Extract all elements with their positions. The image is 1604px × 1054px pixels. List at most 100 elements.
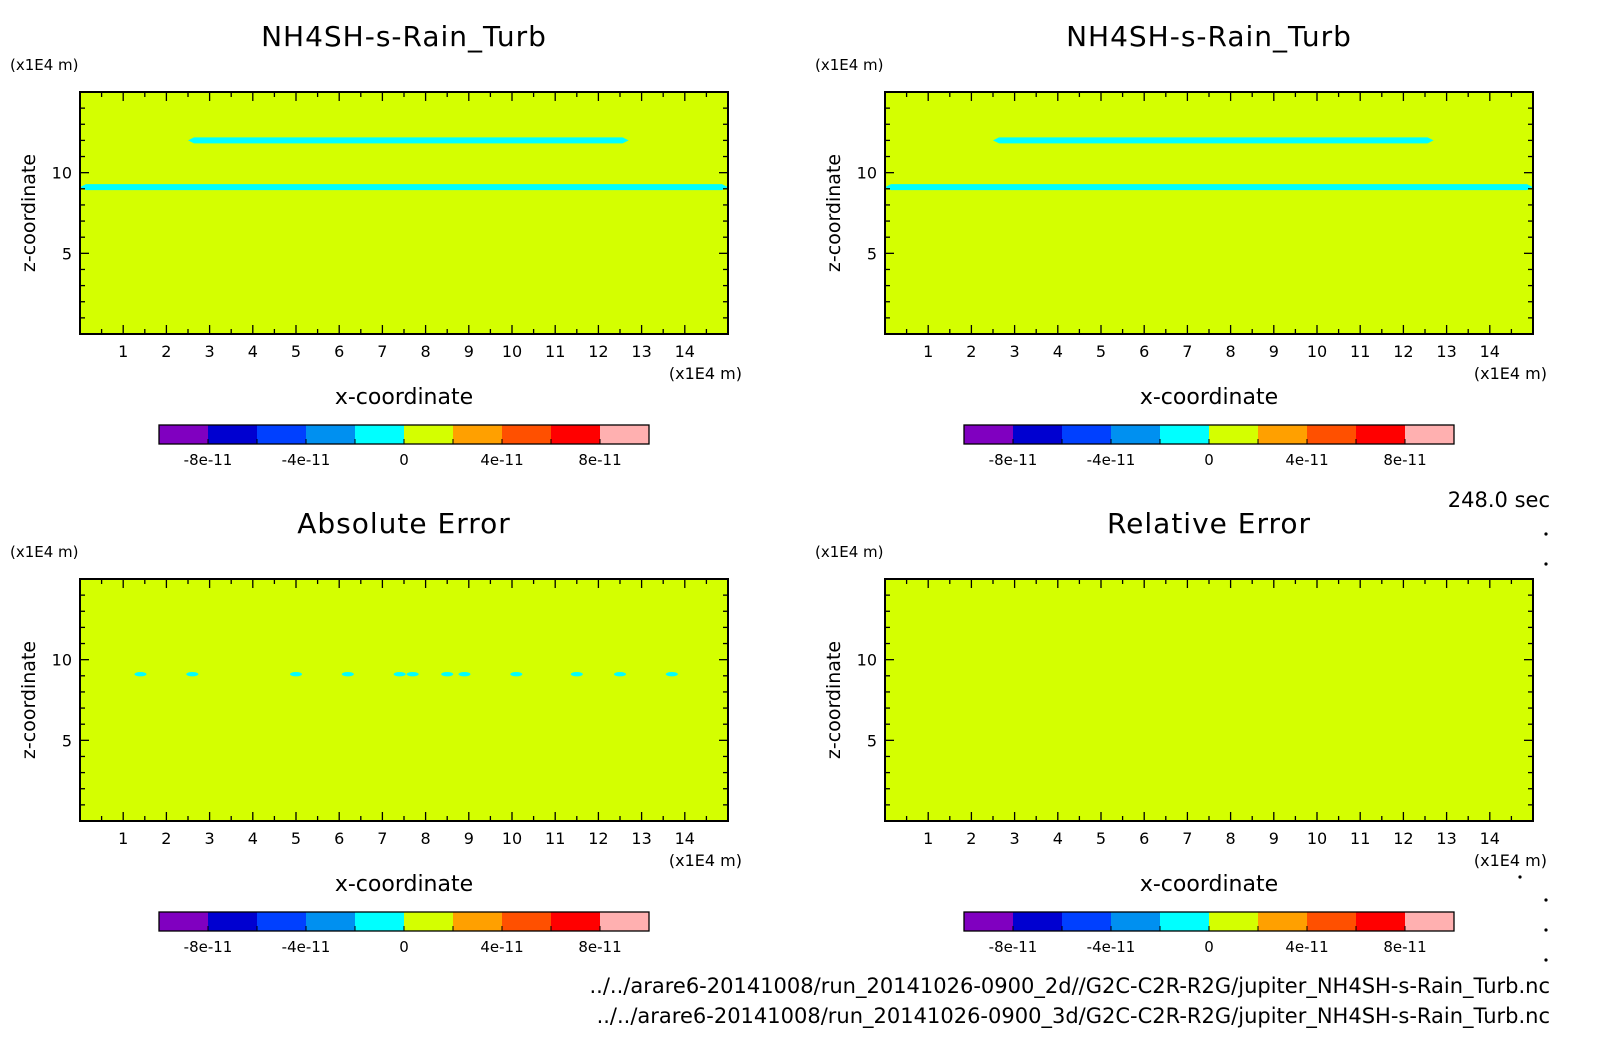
y-tick-label: 10 bbox=[857, 164, 877, 183]
colorbar-swatch bbox=[453, 912, 502, 931]
colorbar-tick-label: 8e-11 bbox=[1383, 451, 1426, 469]
chart-panel-4: Relative Error(x1E4 m)1 2 3 4 5 6 7 8 9 10 11 12 13 1… bbox=[815, 507, 1547, 956]
colorbar-tick-label: 0 bbox=[1204, 938, 1214, 956]
colorbar-swatch bbox=[1356, 425, 1405, 444]
colorbar-swatch bbox=[964, 912, 1013, 931]
chart-title: NH4SH-s-Rain_Turb bbox=[261, 20, 547, 53]
y-tick-label: 10 bbox=[857, 651, 877, 670]
colorbar-swatch bbox=[208, 912, 257, 931]
marker-dot bbox=[1544, 928, 1548, 932]
marker-dot bbox=[1544, 958, 1548, 962]
y-tick-label: 5 bbox=[62, 244, 72, 263]
colorbar-swatch bbox=[306, 425, 355, 444]
y-axis-label: z-coordinate bbox=[823, 154, 845, 272]
x-tick-label: 6 bbox=[334, 829, 344, 848]
y-tick-label: 5 bbox=[867, 731, 877, 750]
y-tick-label: 10 bbox=[52, 651, 72, 670]
x-tick-label: 4 bbox=[248, 342, 258, 361]
x-tick-label: 1 bbox=[923, 829, 933, 848]
x-tick-label: 6 bbox=[1139, 829, 1149, 848]
x-axis-label: x-coordinate bbox=[1140, 872, 1278, 897]
colorbar-swatch bbox=[404, 912, 453, 931]
colorbar-swatch bbox=[306, 912, 355, 931]
colorbar-tick-label: -4e-11 bbox=[1087, 451, 1136, 469]
x-tick-label: 9 bbox=[1269, 342, 1279, 361]
x-tick-label: 3 bbox=[1010, 342, 1020, 361]
x-tick-label: 7 bbox=[1182, 829, 1192, 848]
colorbar-swatch bbox=[502, 912, 551, 931]
colorbar: -8e-11 -4e-11 0 4e-11 8e-11 bbox=[158, 911, 650, 956]
colorbar-swatch bbox=[551, 912, 600, 931]
contour-spot bbox=[458, 671, 471, 677]
x-tick-label: 5 bbox=[1096, 829, 1106, 848]
x-tick-label: 14 bbox=[1480, 829, 1500, 848]
x-axis-label: x-coordinate bbox=[335, 872, 473, 897]
x-tick-label: 1 bbox=[923, 342, 933, 361]
marker-dot bbox=[1544, 898, 1548, 902]
contour-field bbox=[885, 92, 1533, 334]
file-path-2d: ../../arare6-20141008/run_20141026-0900_… bbox=[590, 974, 1551, 999]
colorbar-swatch bbox=[257, 425, 306, 444]
colorbar-swatch bbox=[1160, 912, 1209, 931]
time-label: 248.0 sec bbox=[1448, 488, 1550, 512]
colorbar-swatch bbox=[1258, 425, 1307, 444]
colorbar-swatch bbox=[1111, 912, 1160, 931]
colorbar-tick-label: 0 bbox=[399, 451, 409, 469]
colorbar-tick-label: 4e-11 bbox=[1285, 451, 1328, 469]
x-unit-label: (x1E4 m) bbox=[1474, 364, 1547, 383]
y-axis-label: z-coordinate bbox=[18, 641, 40, 759]
colorbar-swatch bbox=[1111, 425, 1160, 444]
contour-spot bbox=[510, 671, 523, 677]
x-unit-label: (x1E4 m) bbox=[669, 364, 742, 383]
x-tick-label: 13 bbox=[631, 829, 651, 848]
colorbar-swatch bbox=[502, 425, 551, 444]
x-tick-label: 14 bbox=[1480, 342, 1500, 361]
colorbar-swatch bbox=[1405, 912, 1454, 931]
contour-band bbox=[188, 137, 629, 144]
x-tick-label: 1 bbox=[118, 829, 128, 848]
contour-spot bbox=[441, 671, 454, 677]
x-tick-label: 2 bbox=[966, 342, 976, 361]
colorbar: -8e-11 -4e-11 0 4e-11 8e-11 bbox=[158, 424, 650, 469]
contour-spot bbox=[406, 671, 419, 677]
x-axis-label: x-coordinate bbox=[335, 385, 473, 410]
x-tick-label: 3 bbox=[1010, 829, 1020, 848]
contour-spot bbox=[341, 671, 354, 677]
chart-panel-2: NH4SH-s-Rain_Turb(x1E4 m)1 2 3 4 5 6 7 8 9 10 11 12… bbox=[815, 20, 1547, 469]
x-tick-label: 11 bbox=[545, 342, 565, 361]
colorbar-swatch bbox=[600, 425, 649, 444]
x-tick-label: 12 bbox=[1393, 342, 1413, 361]
colorbar-swatch bbox=[257, 912, 306, 931]
colorbar-tick-label: 4e-11 bbox=[1285, 938, 1328, 956]
marker-dot bbox=[1544, 532, 1548, 536]
x-tick-label: 12 bbox=[1393, 829, 1413, 848]
x-tick-label: 10 bbox=[502, 342, 522, 361]
colorbar-swatch bbox=[1258, 912, 1307, 931]
x-tick-label: 9 bbox=[464, 829, 474, 848]
x-tick-label: 3 bbox=[205, 342, 215, 361]
x-tick-label: 4 bbox=[1053, 342, 1063, 361]
x-unit-label: (x1E4 m) bbox=[669, 851, 742, 870]
colorbar-tick-label: -4e-11 bbox=[282, 938, 331, 956]
x-tick-label: 6 bbox=[1139, 342, 1149, 361]
x-tick-label: 10 bbox=[1307, 342, 1327, 361]
colorbar-swatch bbox=[1062, 912, 1111, 931]
colorbar-swatch bbox=[964, 425, 1013, 444]
contour-band bbox=[80, 184, 728, 191]
colorbar-swatch bbox=[1209, 425, 1258, 444]
x-tick-label: 10 bbox=[1307, 829, 1327, 848]
x-tick-label: 13 bbox=[1436, 342, 1456, 361]
x-tick-label: 1 bbox=[118, 342, 128, 361]
contour-spot bbox=[570, 671, 583, 677]
colorbar-tick-label: 8e-11 bbox=[578, 451, 621, 469]
colorbar-swatch bbox=[1209, 912, 1258, 931]
contour-field bbox=[80, 92, 728, 334]
contour-spot bbox=[393, 671, 406, 677]
x-tick-label: 13 bbox=[631, 342, 651, 361]
colorbar-tick-label: 4e-11 bbox=[480, 451, 523, 469]
colorbar-tick-label: -4e-11 bbox=[1087, 938, 1136, 956]
x-tick-label: 12 bbox=[588, 342, 608, 361]
chart-title: Relative Error bbox=[1107, 507, 1311, 540]
colorbar-swatch bbox=[1405, 425, 1454, 444]
